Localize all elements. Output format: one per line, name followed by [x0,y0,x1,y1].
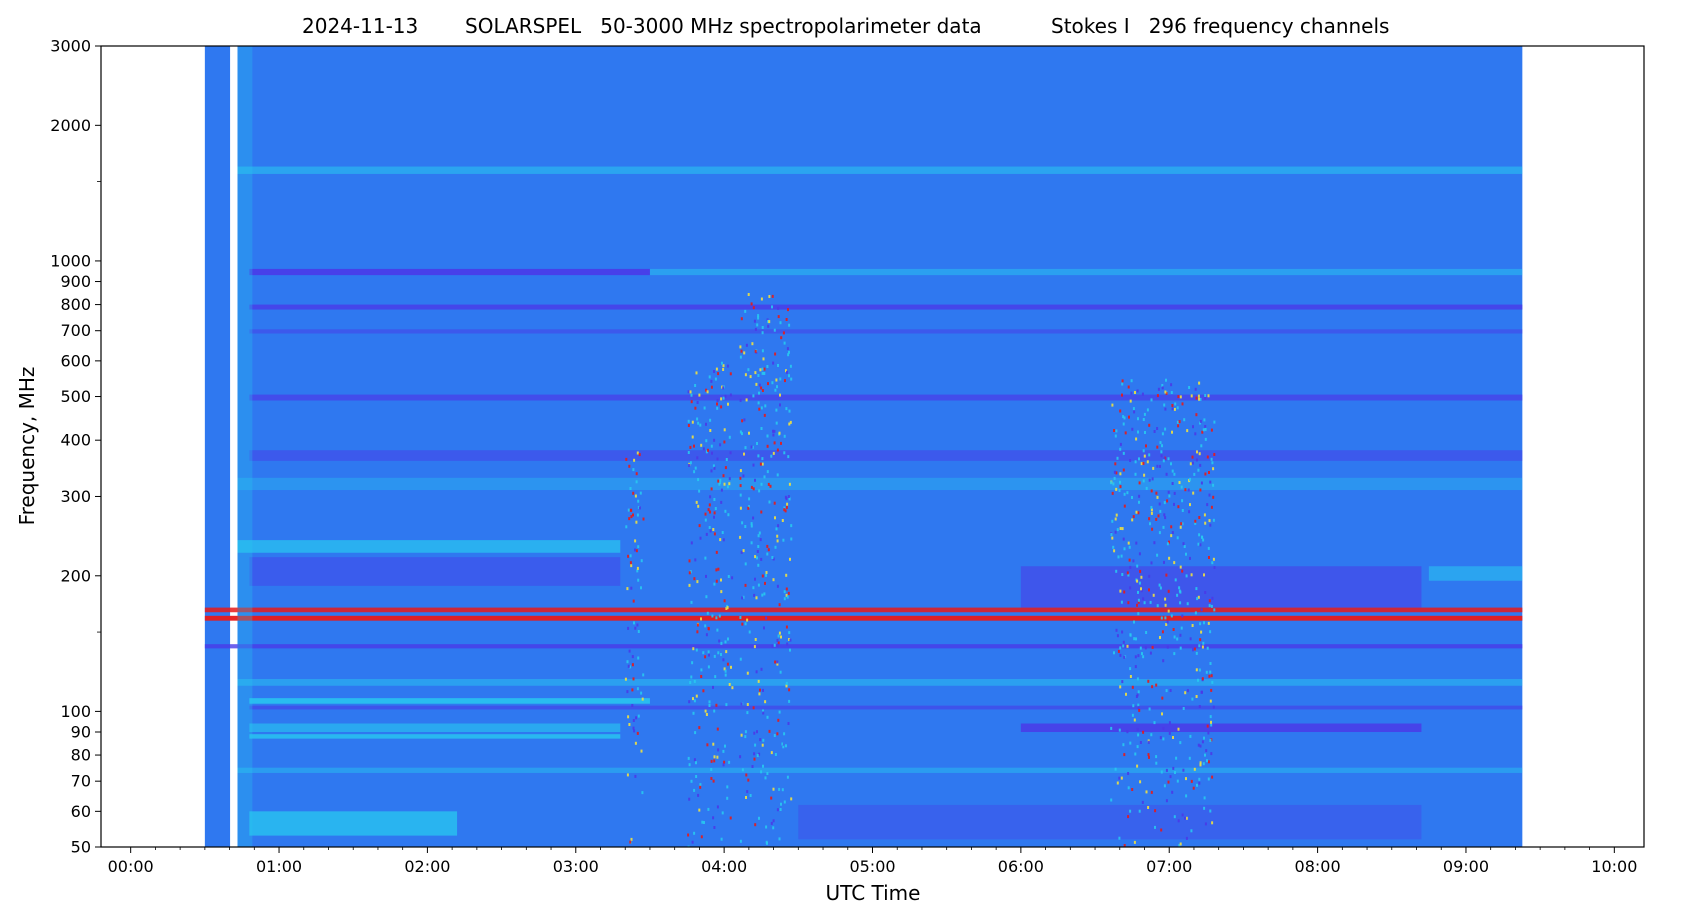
x-tick-label: 02:00 [404,857,450,876]
spectral-band-10 [1020,566,1422,608]
spectral-band-23 [798,804,1422,840]
spectral-band-12 [204,607,1523,613]
radio-burst-1 [687,361,734,847]
spectral-band-19 [249,734,621,739]
x-tick-label: 05:00 [849,857,895,876]
y-tick-label: 200 [60,566,91,585]
spectral-band-17 [249,705,1523,710]
y-tick-label: 60 [71,802,91,821]
y-tick-label: 90 [71,723,91,742]
data-segment-1 [237,46,1523,847]
y-axis-label: Frequency, MHz [15,367,39,526]
x-axis-label: UTC Time [826,881,921,905]
x-tick-label: 09:00 [1443,857,1489,876]
spectral-band-6 [249,450,1523,461]
spectral-band-1 [249,268,650,276]
x-tick-label: 00:00 [108,857,154,876]
x-axis: 00:00 01:00 02:00 03:00 04:00 05:00 06:00 07:00… [108,847,1637,876]
spectral-band-7 [237,477,1523,491]
spectral-band-15 [237,679,1523,686]
x-tick-label: 04:00 [701,857,747,876]
data-segment-0 [204,46,231,847]
spectral-band-18 [249,723,621,733]
y-tick-label: 900 [60,272,91,291]
y-tick-label: 70 [71,772,91,791]
radio-burst-2 [739,293,793,845]
title-date: 2024-11-13 [302,14,418,38]
title-instrument: SOLARSPEL 50-3000 MHz spectropolarimeter… [465,14,982,38]
y-tick-label: 100 [60,702,91,721]
radio-burst-0 [624,451,645,844]
y-tick-label: 1000 [50,251,91,270]
x-tick-label: 08:00 [1295,857,1341,876]
y-tick-label: 400 [60,431,91,450]
spectral-band-4 [249,329,1523,334]
x-tick-label: 10:00 [1591,857,1637,876]
spectral-band-24 [237,46,253,847]
spectral-band-8 [237,540,621,553]
y-tick-label: 700 [60,321,91,340]
y-tick-label: 50 [71,838,91,857]
spectrogram-heatmap [204,46,1523,847]
chart-title: 2024-11-13 SOLARSPEL 50-3000 MHz spectro… [302,14,1389,38]
y-axis: 50 60 70 80 90 100 200 300 400 500 600 700 800 900 100… [50,37,101,857]
y-tick-label: 600 [60,351,91,370]
y-tick-label: 500 [60,387,91,406]
x-tick-label: 03:00 [553,857,599,876]
spectral-band-13 [204,615,1523,621]
title-stokes: Stokes I 296 frequency channels [1051,14,1389,38]
y-tick-label: 800 [60,295,91,314]
y-tick-label: 3000 [50,37,91,56]
y-tick-label: 80 [71,746,91,765]
spectral-band-2 [649,268,1523,276]
radio-burst-layer [624,293,1216,847]
spectral-band-9 [249,557,621,586]
x-tick-label: 01:00 [256,857,302,876]
spectral-band-14 [204,644,1523,649]
spectral-band-20 [1020,723,1422,733]
spectral-band-5 [249,394,1523,401]
spectral-band-21 [237,767,1523,773]
x-tick-label: 07:00 [1146,857,1192,876]
spectral-band-3 [249,304,1523,310]
spectral-band-0 [237,166,1523,174]
y-tick-label: 2000 [50,116,91,135]
radio-burst-3 [1110,378,1216,847]
spectral-band-11 [1428,566,1523,581]
spectral-band-22 [249,811,458,836]
spectral-band-16 [249,698,650,704]
y-tick-label: 300 [60,487,91,506]
x-tick-label: 06:00 [998,857,1044,876]
